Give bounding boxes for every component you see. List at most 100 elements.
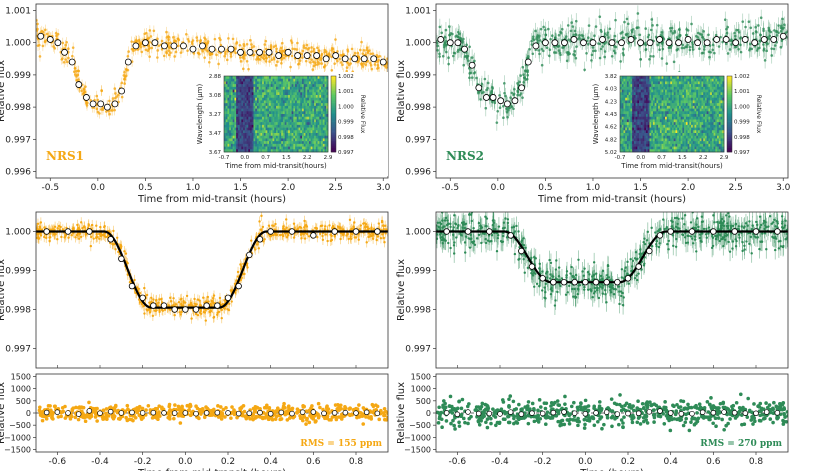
heatmap-cell xyxy=(315,138,318,142)
x-tick-label: 3.0 xyxy=(776,183,791,193)
raw-point xyxy=(719,35,722,39)
raw-point xyxy=(173,55,176,58)
heatmap-cell xyxy=(227,76,230,80)
raw-point xyxy=(759,33,762,37)
heatmap-cell xyxy=(262,122,265,126)
heatmap-cell xyxy=(656,127,659,131)
heatmap-cell xyxy=(639,116,642,120)
heatmap-cell xyxy=(630,119,633,123)
raw-point xyxy=(583,68,586,72)
heatmap-cell xyxy=(255,105,258,109)
raw-point xyxy=(364,63,367,67)
heatmap-cell xyxy=(239,103,242,107)
heatmap-cell xyxy=(658,92,661,96)
heatmap-cell xyxy=(296,135,299,139)
heatmap-cell xyxy=(630,141,633,145)
heatmap-cell xyxy=(293,143,296,147)
heatmap-cell xyxy=(633,133,636,137)
heatmap-cell xyxy=(260,76,263,80)
heatmap-cell xyxy=(256,97,259,101)
heatmap-cell xyxy=(256,84,259,88)
heatmap-cell xyxy=(265,127,268,131)
raw-point xyxy=(598,42,602,46)
heatmap-cell xyxy=(310,78,313,82)
heatmap-cell xyxy=(620,105,623,109)
heatmap-cell xyxy=(234,119,237,123)
colorbar-label: Relative Flux xyxy=(359,95,366,134)
heatmap-cell xyxy=(279,86,282,90)
heatmap-cell xyxy=(625,116,628,120)
raw-point xyxy=(648,57,651,61)
heatmap-cell xyxy=(288,89,291,93)
raw-point xyxy=(207,61,211,64)
raw-point xyxy=(316,63,319,66)
raw-point xyxy=(361,52,365,55)
raw-point xyxy=(289,65,292,69)
heatmap-cell xyxy=(272,76,275,80)
heatmap-cell xyxy=(270,114,273,118)
raw-point xyxy=(585,51,588,55)
heatmap-cell xyxy=(270,143,273,147)
heatmap-cell xyxy=(279,103,282,107)
heatmap-cell xyxy=(229,133,232,137)
heatmap-cell xyxy=(626,76,629,80)
heatmap-cell xyxy=(224,105,227,109)
heatmap-cell xyxy=(651,78,654,82)
heatmap-cell xyxy=(269,97,272,101)
heatmap-cell xyxy=(298,141,301,145)
heatmap-cell xyxy=(250,146,253,150)
raw-point xyxy=(660,31,664,34)
heatmap-cell xyxy=(279,92,282,96)
heatmap-cell xyxy=(639,130,642,134)
colorbar-segment xyxy=(331,89,336,92)
heatmap-cell xyxy=(305,111,308,115)
heatmap-cell xyxy=(284,78,287,82)
heatmap-cell xyxy=(620,135,623,139)
heatmap-cell xyxy=(642,78,645,82)
heatmap-cell xyxy=(639,108,642,112)
heatmap-cell xyxy=(324,81,327,85)
raw-point xyxy=(780,24,783,28)
heatmap-cell xyxy=(274,95,277,99)
heatmap-cell xyxy=(224,124,227,128)
raw-point xyxy=(301,49,305,53)
heatmap-cell xyxy=(241,143,244,147)
heatmap-cell xyxy=(639,78,642,82)
heatmap-cell xyxy=(250,76,253,80)
heatmap-cell xyxy=(300,138,303,142)
heatmap-cell xyxy=(635,108,638,112)
raw-point xyxy=(61,41,65,45)
heatmap-cell xyxy=(225,105,228,109)
raw-point xyxy=(264,59,268,63)
heatmap-cell xyxy=(232,122,235,126)
raw-point xyxy=(65,41,68,44)
heatmap-cell xyxy=(243,130,246,134)
raw-point xyxy=(242,44,246,48)
heatmap-cell xyxy=(260,84,263,88)
heatmap-cell xyxy=(628,141,631,145)
heatmap-cell xyxy=(241,81,244,85)
heatmap-cell xyxy=(630,127,633,131)
heatmap-cell xyxy=(293,122,296,126)
heatmap-cell xyxy=(250,95,253,99)
heatmap-cell xyxy=(621,141,624,145)
heatmap-cell xyxy=(303,127,306,131)
raw-point xyxy=(768,34,771,38)
binned-point xyxy=(103,103,111,111)
raw-point xyxy=(336,50,339,53)
heatmap-cell xyxy=(319,116,322,120)
raw-point xyxy=(436,41,439,45)
heatmap-cell xyxy=(626,127,629,131)
heatmap-cell xyxy=(269,108,272,112)
raw-point xyxy=(219,43,223,47)
binned-point xyxy=(83,94,90,101)
colorbar-segment xyxy=(331,95,336,98)
heatmap-cell xyxy=(243,133,246,137)
heatmap-cell xyxy=(639,84,642,88)
raw-point xyxy=(248,38,252,42)
colorbar-segment xyxy=(331,131,336,134)
heatmap-cell xyxy=(255,146,258,150)
heatmap-cell xyxy=(659,133,662,137)
raw-point xyxy=(639,57,642,61)
heatmap-cell xyxy=(282,103,285,107)
